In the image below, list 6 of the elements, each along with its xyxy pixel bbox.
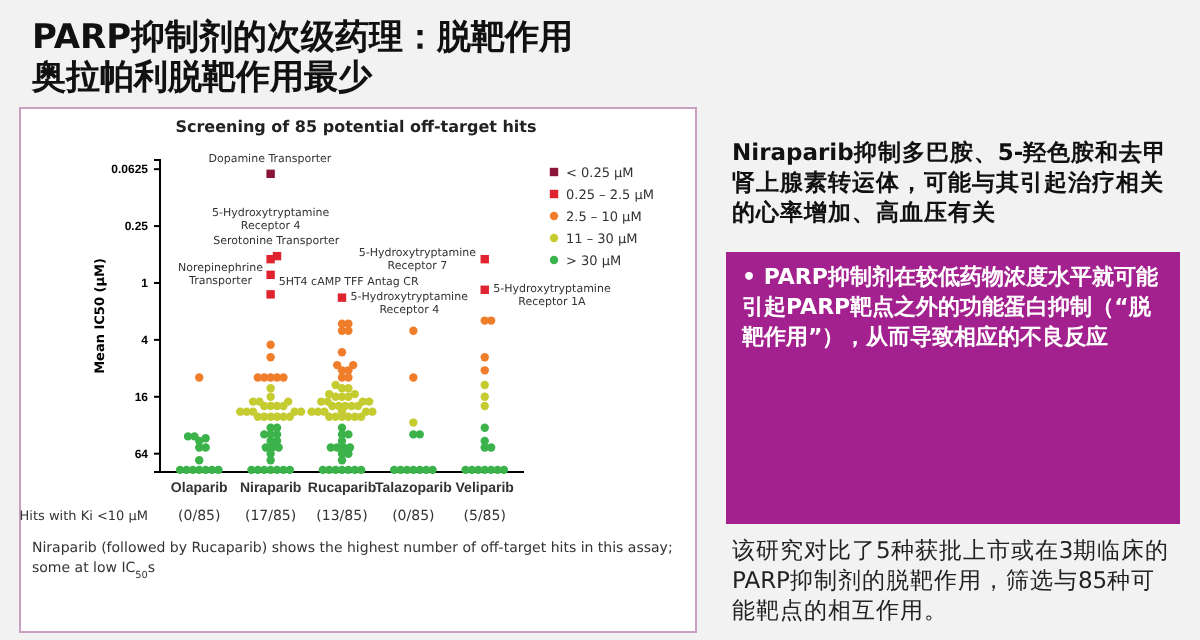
chart-subtitle: Screening of 85 potential off-target hits	[175, 118, 537, 136]
text: 奥拉帕利脱靶作用最少	[30, 58, 374, 98]
text: 该研究对比了5种获批上市或在3期临床的PARP抑制剂的脱靶作用，筛选与85种可能靶点的相互作用。	[732, 536, 1170, 624]
text: • PARP抑制剂在较低药物浓度水平就可能引起PARP靶点之外的功能蛋白抑制（“脱靶作用”），从而导致相应的不良反应	[740, 264, 1160, 350]
text: Niraparib抑制多巴胺、5-羟色胺和去甲肾上腺素转运体，可能与其引起治疗相关的心率增加、高血压有关	[732, 138, 1168, 226]
chart-title: PARP抑制剂的次级药理：脱靶作用	[32, 18, 574, 58]
